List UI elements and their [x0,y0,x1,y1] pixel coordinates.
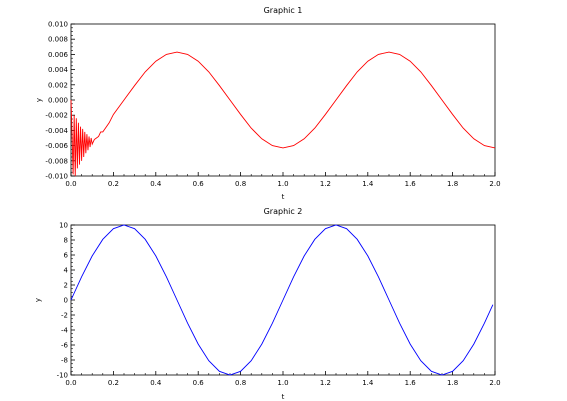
y-tick-label: 0.010 [48,21,68,29]
x-tick-label: 2.0 [489,379,500,387]
x-tick-label: 0.0 [65,379,76,387]
x-tick-label: 1.2 [320,379,331,387]
x-tick-label: 1.6 [405,379,417,387]
series-line [70,224,494,376]
x-tick-label: 1.8 [447,379,458,387]
plot-frame [70,23,496,177]
y-tick-label: 0.000 [48,97,68,105]
x-tick-label: 1.0 [277,379,288,387]
y-tick-label: -0.004 [45,127,68,135]
y-tick-label: 0 [64,297,68,305]
y-tick-label: -2 [61,312,68,320]
x-tick-label: 1.8 [447,180,458,188]
x-tick-label: 0.8 [235,180,246,188]
y-tick-label: -0.008 [45,157,68,165]
series-line [70,51,496,177]
y-tick-label: -4 [61,327,69,335]
x-tick-label: 0.4 [150,180,162,188]
y-tick-label: 4 [64,267,69,275]
x-tick-label: 0.2 [108,379,119,387]
x-tick-label: 1.6 [405,180,417,188]
y-axis-label: y [34,298,42,302]
x-tick-label: 1.4 [362,180,374,188]
y-tick-label: 0.004 [48,66,69,74]
x-tick-label: 0.8 [235,379,246,387]
graphic-2-panel: Graphic 2 t y 0.0 0.2 0.4 0.6 0.8 1.0 1.2 1.4 1.… [34,207,501,401]
y-tick-label: 10 [59,222,68,230]
chart-title: Graphic 1 [264,6,303,15]
x-tick-label: 0.6 [193,180,205,188]
y-tick-label: 0.006 [48,51,69,59]
y-tick-label: -0.010 [45,173,68,181]
y-tick-label: -0.002 [45,112,68,120]
x-axis-label: t [282,193,285,201]
y-tick-label: 0.008 [48,36,68,44]
x-tick-label: 1.2 [320,180,331,188]
x-tick-label: 0.6 [193,379,205,387]
y-tick-label: 8 [64,237,68,245]
x-tick-label: 0.0 [65,180,76,188]
y-tick-label: -0.006 [45,142,68,150]
graphic-1-panel: Graphic 1 t y 0.0 0.2 0.4 0.6 0.8 1.0 1.2 1.4 1.… [35,6,501,201]
y-tick-label: -6 [61,342,69,350]
x-axis-label: t [282,393,285,401]
x-tick-label: 1.4 [362,379,374,387]
chart-title: Graphic 2 [264,207,303,216]
x-tick-label: 2.0 [489,180,500,188]
x-tick-label: 1.0 [277,180,288,188]
y-tick-label: -10 [57,372,68,380]
x-tick-label: 0.4 [150,379,162,387]
y-tick-label: 0.002 [48,81,68,89]
y-tick-label: 6 [64,252,69,260]
y-axis-label: y [35,98,43,102]
y-tick-label: -8 [61,357,68,365]
x-tick-label: 0.2 [108,180,119,188]
y-tick-label: 2 [64,282,68,290]
